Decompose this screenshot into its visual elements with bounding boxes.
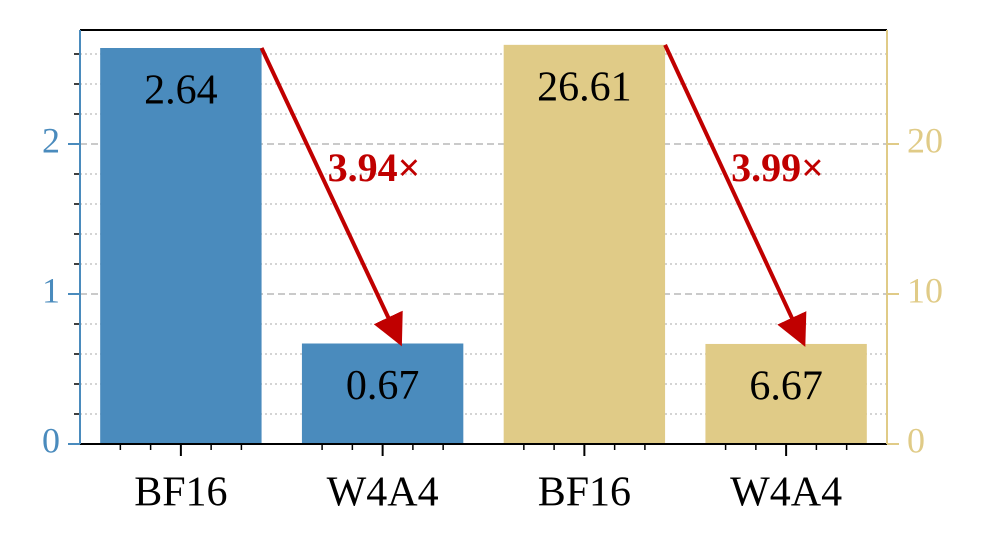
x-tick-label: W4A4 <box>730 470 842 516</box>
reduction-annotation: 3.99× <box>731 145 824 190</box>
bar-value-label: 6.67 <box>749 364 823 410</box>
bar <box>301 343 464 444</box>
bar-value-label: 0.67 <box>346 363 420 409</box>
reduction-arrow <box>663 44 807 347</box>
y2-tick-label: 0 <box>907 420 925 460</box>
reduction-annotation: 3.94× <box>328 145 421 190</box>
bar <box>705 343 867 444</box>
y2-tick-label: 20 <box>907 120 943 160</box>
bar <box>503 44 666 444</box>
y2-tick-label: 10 <box>907 270 943 310</box>
bar-value-label: 26.61 <box>537 64 632 110</box>
bar-value-label: 2.64 <box>144 68 218 114</box>
x-tick-label: BF16 <box>134 470 227 516</box>
bar <box>100 48 262 444</box>
y-tick-label: 1 <box>42 270 60 310</box>
x-tick-label: BF16 <box>538 470 631 516</box>
y-tick-label: 0 <box>42 420 60 460</box>
x-tick-label: W4A4 <box>327 470 439 516</box>
y-tick-label: 2 <box>42 120 60 160</box>
reduction-arrow <box>259 47 403 347</box>
